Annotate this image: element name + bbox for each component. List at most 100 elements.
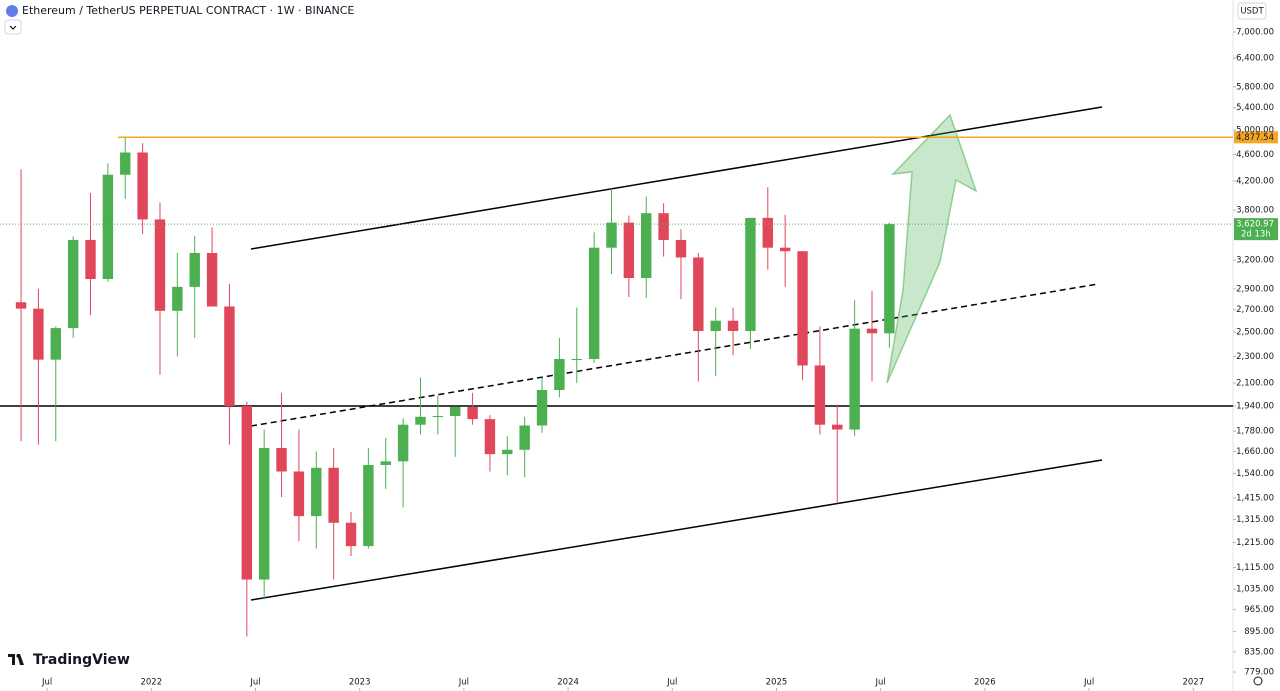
candle-body <box>85 239 96 279</box>
logo-dot <box>16 654 20 658</box>
y-tick-label: 2,300.00 <box>1236 352 1274 362</box>
candle-body <box>606 222 617 248</box>
y-tick-label: 2,900.00 <box>1236 284 1274 294</box>
candle-body <box>224 306 235 407</box>
candle-body <box>50 328 61 360</box>
y-tick-label: 6,400.00 <box>1236 54 1274 64</box>
brand-logo: TradingView <box>8 652 130 668</box>
candle-body <box>276 448 287 472</box>
candle-body <box>120 152 131 175</box>
candle-body <box>641 213 652 279</box>
y-tick-label: 1,215.00 <box>1236 538 1274 548</box>
candle-body <box>189 252 200 287</box>
y-tick-label: 779.00 <box>1244 668 1274 678</box>
channel-mid <box>250 283 1099 427</box>
y-tick-label: 1,660.00 <box>1236 447 1274 457</box>
candle-body <box>415 416 426 425</box>
candle-body <box>884 224 895 334</box>
projection-arrow <box>886 113 978 384</box>
candle-body <box>449 406 461 417</box>
y-tick-label: 5,800.00 <box>1236 82 1274 92</box>
candle-body <box>675 239 687 258</box>
header: Ethereum / TetherUS PERPETUAL CONTRACT ·… <box>4 2 1267 35</box>
x-tick-label: 2026 <box>974 678 996 688</box>
candle-body <box>345 522 357 547</box>
candle-body <box>293 471 305 517</box>
x-tick-label: 2027 <box>1182 678 1204 688</box>
candle-body <box>363 464 374 547</box>
y-tick-label: 1,940.00 <box>1236 402 1274 412</box>
candle-body <box>710 320 721 331</box>
price-line-label: 4,877.54 <box>1236 133 1274 143</box>
candle-body <box>745 217 756 331</box>
channel-upper <box>250 106 1103 250</box>
x-tick-label: Jul <box>249 678 260 688</box>
candle-body <box>519 425 530 450</box>
x-tick-label: 2022 <box>140 678 162 688</box>
y-tick-label: 2,100.00 <box>1236 378 1274 388</box>
y-tick-label: 1,115.00 <box>1236 563 1274 573</box>
candle-body <box>554 358 565 390</box>
candle-body <box>380 461 391 465</box>
candles <box>15 137 895 637</box>
candle-body <box>328 467 339 523</box>
y-tick-label: 1,315.00 <box>1236 515 1274 525</box>
brand-name: TradingView <box>33 652 130 668</box>
candle-body <box>137 152 148 220</box>
y-tick-label: 4,600.00 <box>1236 150 1274 160</box>
candle-body <box>102 174 114 279</box>
y-tick-label: 5,400.00 <box>1236 103 1274 113</box>
x-tick-label: Jul <box>458 678 469 688</box>
settings-button[interactable] <box>1253 676 1263 686</box>
price-line-tag <box>1234 131 1278 144</box>
candle-body <box>67 239 79 329</box>
y-tick-label: 965.00 <box>1244 605 1274 615</box>
candle-body <box>311 467 322 517</box>
candle-body <box>484 419 496 455</box>
candle-body <box>832 424 843 430</box>
currency-label: USDT <box>1240 7 1264 17</box>
candle-body <box>623 222 635 279</box>
channel-lower <box>250 459 1103 601</box>
drawings <box>0 106 1233 601</box>
y-tick-label: 2,500.00 <box>1236 328 1274 338</box>
y-tick-label: 895.00 <box>1244 627 1274 637</box>
candle-body <box>154 219 166 311</box>
y-tick-label: 5,000.00 <box>1236 126 1274 136</box>
y-tick-label: 835.00 <box>1244 647 1274 657</box>
candle-body <box>588 247 600 359</box>
candle-body <box>206 252 218 307</box>
candle-body <box>797 251 808 366</box>
candle-body <box>432 416 444 418</box>
countdown-label: 2d 13h <box>1241 230 1271 240</box>
candle-body <box>762 217 774 248</box>
y-tick-label: 3,200.00 <box>1236 256 1274 266</box>
y-tick-label: 1,780.00 <box>1236 427 1274 437</box>
symbol-title: Ethereum / TetherUS PERPETUAL CONTRACT ·… <box>22 4 354 17</box>
x-tick-label: 2024 <box>557 678 579 688</box>
candle-body <box>693 257 704 331</box>
candle-body <box>536 389 548 426</box>
candle-body <box>467 406 478 420</box>
x-tick-label: Jul <box>875 678 886 688</box>
x-tick-label: 2025 <box>766 678 788 688</box>
candle-body <box>397 424 409 462</box>
candle-body <box>502 449 513 455</box>
y-tick-label: 1,035.00 <box>1236 585 1274 595</box>
y-tick-label: 1,540.00 <box>1236 469 1274 479</box>
candle-body <box>258 448 270 580</box>
candle-body <box>727 320 739 331</box>
candle-body <box>866 328 878 334</box>
candle-body <box>241 406 253 580</box>
x-tick-label: Jul <box>41 678 52 688</box>
x-tick-label: Jul <box>1083 678 1094 688</box>
x-tick-label: 2023 <box>349 678 371 688</box>
currency-button[interactable] <box>1237 2 1267 20</box>
y-tick-label: 2,700.00 <box>1236 305 1274 315</box>
candle-body <box>15 302 27 309</box>
candle-body <box>779 247 791 252</box>
collapse-button[interactable] <box>4 19 22 35</box>
chevron-icon <box>9 25 17 30</box>
